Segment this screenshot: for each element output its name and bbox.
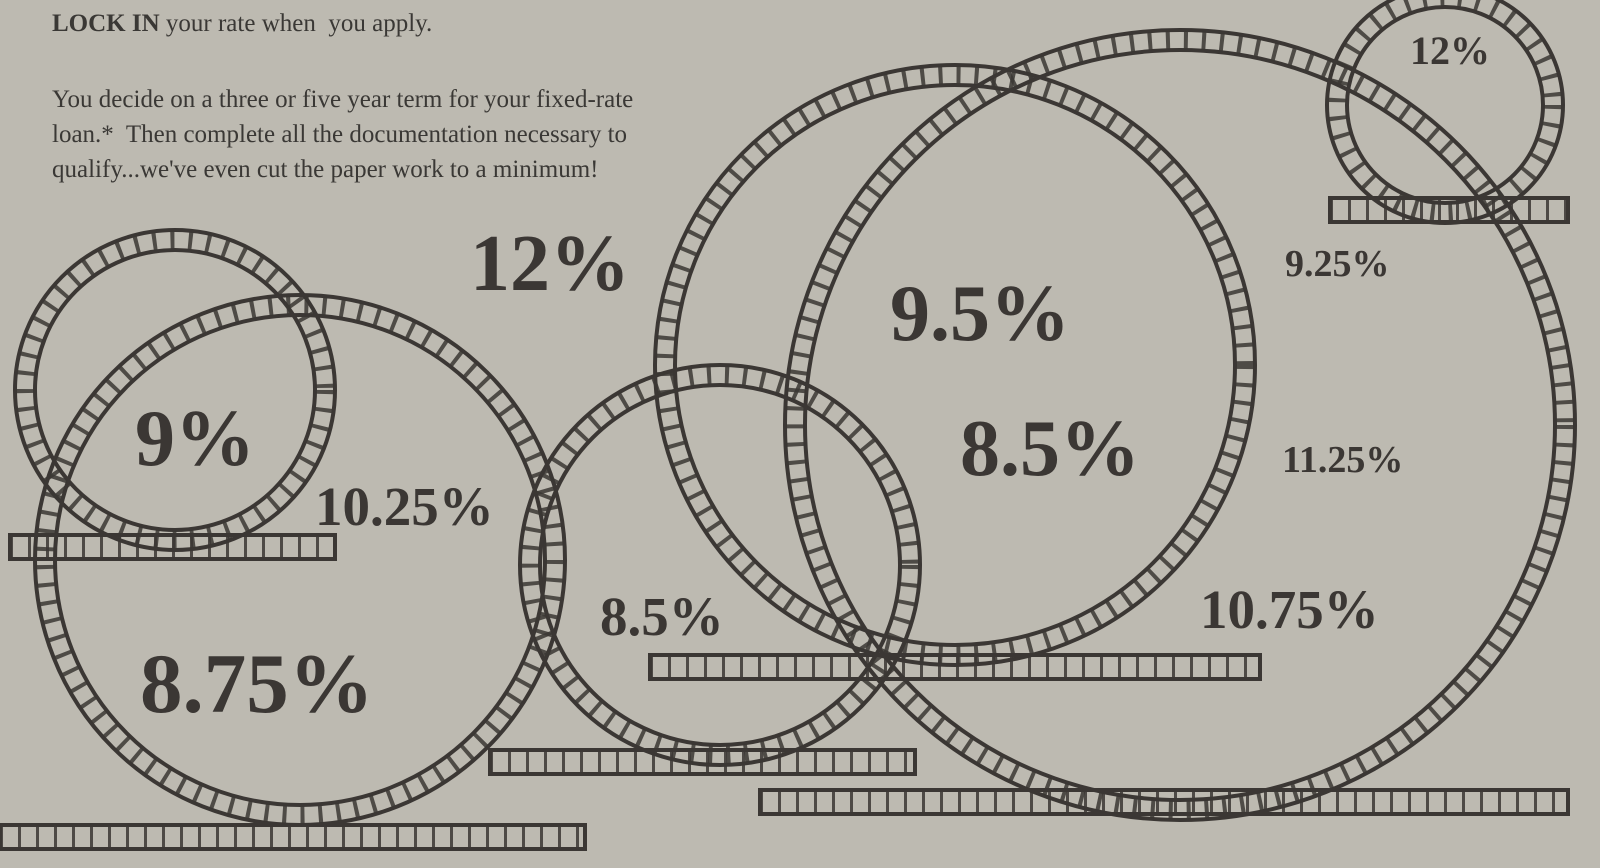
intro-bold: LOCK IN <box>52 10 160 37</box>
loop-rail <box>805 50 1555 800</box>
paragraph-line: You decide on a three or five year term … <box>52 82 633 118</box>
page: 12% 9.5% 8.5% 9% 10.25% 8.75% 8.5% 12% 9.25% 11.2… <box>0 0 1600 868</box>
loop-truss <box>25 240 325 540</box>
loop-rail <box>35 250 315 530</box>
rate-label: 8.5% <box>600 586 724 647</box>
rate-label: 9.25% <box>1285 243 1390 285</box>
loop-truss <box>530 375 910 755</box>
rate-label: 8.75% <box>140 637 374 731</box>
rate-label: 10.75% <box>1200 579 1379 640</box>
intro-line: LOCK IN your rate when you apply. <box>52 6 432 42</box>
loop-truss <box>665 75 1245 655</box>
paragraph-line: qualify...we've even cut the paper work … <box>52 152 598 188</box>
rate-label: 9.5% <box>890 270 1070 358</box>
rate-label: 12% <box>1410 28 1490 73</box>
beam <box>0 825 585 849</box>
intro-text: your rate when you apply. <box>160 10 433 37</box>
loop-rail <box>675 85 1235 645</box>
rate-label: 9% <box>135 395 255 483</box>
rate-label: 10.25% <box>315 476 494 537</box>
rate-label: 8.5% <box>960 405 1140 493</box>
rate-label: 11.25% <box>1282 439 1403 481</box>
rate-label: 12% <box>470 220 630 308</box>
loop-rail <box>785 30 1575 820</box>
loop-rail <box>540 385 900 745</box>
paragraph-line: loan.* Then complete all the documentati… <box>52 117 627 153</box>
loop-truss <box>795 40 1565 810</box>
